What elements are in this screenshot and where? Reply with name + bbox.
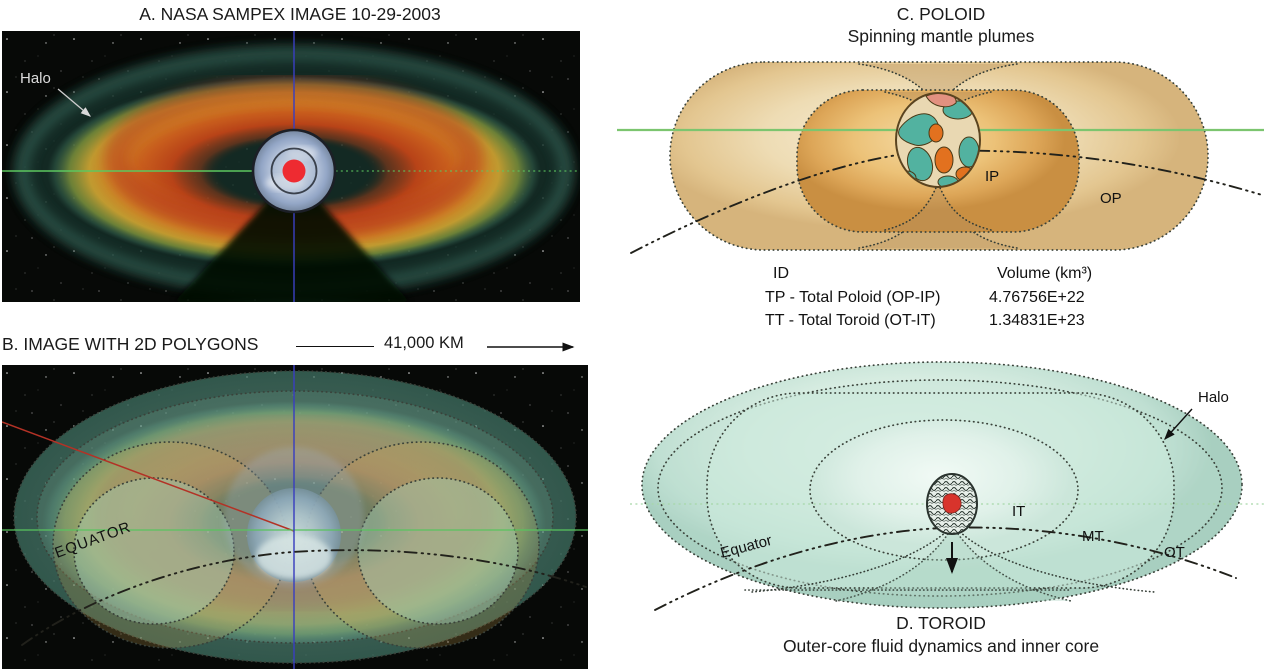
row-id: TP - Total Poloid (OP-IP) — [765, 288, 941, 306]
earth-sphere — [251, 128, 337, 214]
halo-label: Halo — [20, 70, 51, 87]
halo-annotation: Halo — [20, 70, 91, 117]
earth-shadow-cone — [174, 173, 410, 302]
table-row: TT - Total Toroid (OT-IT) 1.34831E+23 — [765, 309, 1147, 333]
panel-d-title: D. TOROID — [896, 613, 986, 633]
core-red-center — [942, 493, 962, 514]
ip-label: IP — [985, 168, 999, 185]
halo-arrow-icon — [1164, 408, 1193, 441]
red-axis — [2, 421, 295, 532]
mantle-plume-sphere — [895, 92, 981, 188]
col-id: ID — [773, 265, 789, 282]
panel-d-header: D. TOROID Outer-core fluid dynamics and … — [618, 612, 1264, 658]
panel-c-title: C. POLOID — [896, 4, 986, 24]
it-label: IT — [1012, 503, 1025, 520]
panel-d-diagram: Equator IT MT OT Halo — [630, 361, 1264, 611]
table-header: ID Volume (km³) — [765, 262, 1147, 286]
panel-b-title: B. IMAGE WITH 2D POLYGONS — [2, 334, 259, 354]
panel-c-subtitle: Spinning mantle plumes — [847, 26, 1035, 46]
equator-line — [21, 549, 587, 646]
panel-d-subtitle: Outer-core fluid dynamics and inner core — [782, 636, 1100, 656]
panel-c-header: C. POLOID Spinning mantle plumes — [618, 3, 1264, 47]
halo-annotation: Halo — [1164, 389, 1229, 441]
row-volume: 4.76756E+22 — [989, 288, 1085, 306]
col-volume: Volume (km³) — [997, 265, 1093, 282]
panel-a-image: Halo — [2, 31, 580, 302]
volume-table: ID Volume (km³) TP - Total Poloid (OP-IP… — [765, 262, 1147, 333]
right-inner-polygon — [357, 477, 519, 625]
inner-core-sphere — [926, 473, 978, 535]
panel-a-title: A. NASA SAMPEX IMAGE 10-29-2003 — [139, 4, 441, 24]
panel-b-image: EQUATOR — [2, 365, 588, 669]
ot-label: OT — [1164, 544, 1185, 561]
halo-label: Halo — [1198, 389, 1229, 406]
scale-line — [296, 346, 374, 347]
row-volume: 1.34831E+23 — [989, 312, 1085, 329]
row-id: TT - Total Toroid (OT-IT) — [765, 312, 936, 329]
scale-label: 41,000 KM — [384, 334, 464, 352]
center-red-dot — [282, 159, 306, 183]
op-label: OP — [1100, 190, 1122, 207]
halo-arrow-icon — [57, 88, 91, 117]
scale-arrow — [487, 342, 575, 352]
equator-line — [630, 149, 1263, 254]
mt-label: MT — [1082, 528, 1104, 545]
panel-c-diagram: IP OP — [617, 61, 1264, 254]
table-row: TP - Total Poloid (OP-IP) 4.76756E+22 — [765, 286, 1147, 310]
